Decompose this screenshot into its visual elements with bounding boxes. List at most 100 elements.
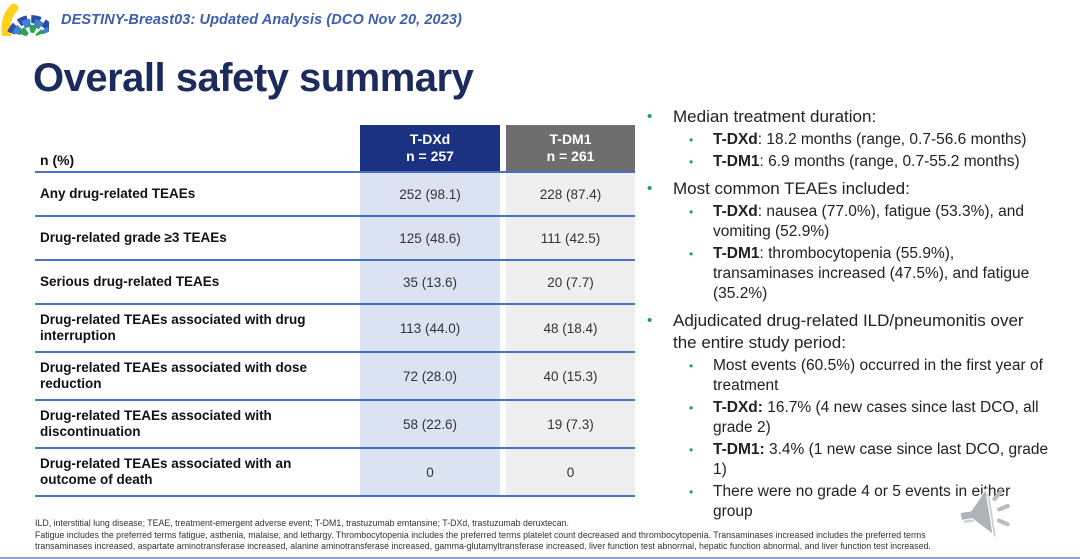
page-title: Overall safety summary <box>33 56 474 100</box>
column-header-tdm1-label: T-DM1 <box>549 131 592 147</box>
cell-tdm1-value: 20 (7.7) <box>547 274 594 290</box>
bullet-segment: Most events (60.5%) occurred in the firs… <box>713 357 1043 394</box>
table-row: Drug-related TEAEs associated with an ou… <box>35 449 635 497</box>
table-row: Any drug-related TEAEs 252 (98.1) 228 (87.… <box>35 173 635 217</box>
row-label-cell: Drug-related TEAEs associated with disco… <box>35 401 360 447</box>
bullet-segment: : nausea (77.0%), fatigue (53.3%), and v… <box>713 203 1025 240</box>
row-label-cell: Serious drug-related TEAEs <box>35 261 360 303</box>
column-gap <box>500 401 506 447</box>
cell-tdm1-value: 40 (15.3) <box>543 368 598 384</box>
bullet-text: T-DM1: thrombocytopenia (55.9%), transam… <box>713 244 1049 304</box>
bullet-segment: T-DM1 <box>713 153 760 170</box>
bullet-segment: T-DXd: <box>713 399 763 416</box>
bullet-segment: : 18.2 months (range, 0.7-56.6 months) <box>757 131 1027 148</box>
bullet-marker: • <box>647 108 653 125</box>
cell-tdxd-value: 113 (44.0) <box>399 320 461 336</box>
row-label: Drug-related TEAEs associated with dose … <box>40 360 308 391</box>
bullet-marker: • <box>689 401 694 415</box>
cell-tdxd: 58 (22.6) <box>360 401 500 447</box>
bullet-item: • T-DM1: 3.4% (1 new case since last DCO,… <box>645 440 1049 480</box>
cell-tdxd: 35 (13.6) <box>360 261 500 303</box>
table-corner-label: n (%) <box>40 152 75 168</box>
column-gap <box>500 353 506 399</box>
bullet-item: • There were no grade 4 or 5 events in ei… <box>645 482 1049 522</box>
bullet-text: T-DM1: 3.4% (1 new case since last DCO, … <box>713 440 1049 480</box>
bullet-segment: T-DM1 <box>713 245 760 262</box>
bullet-item: • Median treatment duration: <box>645 106 1049 128</box>
column-gap <box>500 125 506 171</box>
table-body: Any drug-related TEAEs 252 (98.1) 228 (87.… <box>35 173 635 497</box>
column-header-tdxd: T-DXd n = 257 <box>360 125 500 171</box>
column-gap <box>500 449 506 495</box>
bullet-segment: 3.4% (1 new case since last DCO, grade 1… <box>713 441 1049 478</box>
slide-bottom-rule <box>0 557 1080 559</box>
table-row: Drug-related TEAEs associated with disco… <box>35 401 635 449</box>
bullet-segment: : thrombocytopenia (55.9%), transaminase… <box>713 245 1030 302</box>
bullet-marker: • <box>689 485 694 499</box>
bullet-segment: There were no grade 4 or 5 events in eit… <box>713 483 1011 520</box>
cell-tdm1: 20 (7.7) <box>506 261 635 303</box>
cell-tdxd: 113 (44.0) <box>360 305 500 351</box>
column-gap <box>500 305 506 351</box>
bullet-text: Median treatment duration: <box>673 106 1049 128</box>
cell-tdxd-value: 0 <box>426 464 434 480</box>
cell-tdxd-value: 252 (98.1) <box>399 186 461 202</box>
bullet-text: T-DXd: nausea (77.0%), fatigue (53.3%), … <box>713 202 1049 242</box>
table-corner-cell: n (%) <box>35 125 360 171</box>
cell-tdxd: 125 (48.6) <box>360 217 500 259</box>
row-label-cell: Drug-related TEAEs associated with drug … <box>35 305 360 351</box>
bullet-segment: T-DXd <box>713 203 758 220</box>
cell-tdxd: 252 (98.1) <box>360 173 500 215</box>
bullet-item: • Most common TEAEs included: <box>645 178 1049 200</box>
column-header-tdxd-label: T-DXd <box>409 131 451 147</box>
cell-tdm1-value: 111 (42.5) <box>540 230 601 246</box>
cell-tdm1: 19 (7.3) <box>506 401 635 447</box>
row-label: Drug-related grade ≥3 TEAEs <box>40 230 227 245</box>
safety-table: n (%) T-DXd n = 257 T-DM1 n = 261 Any dr… <box>35 125 635 497</box>
cell-tdm1: 48 (18.4) <box>506 305 635 351</box>
bullet-text: Adjudicated drug-related ILD/pneumonitis… <box>673 310 1049 354</box>
cell-tdxd-value: 58 (22.6) <box>402 416 458 432</box>
bullet-item: • Adjudicated drug-related ILD/pneumoniti… <box>645 310 1049 354</box>
cell-tdxd-value: 125 (48.6) <box>399 230 461 246</box>
bullet-item: • T-DM1: thrombocytopenia (55.9%), transa… <box>645 244 1049 304</box>
bullet-marker: • <box>689 205 694 219</box>
cell-tdm1: 228 (87.4) <box>506 173 635 215</box>
row-label-cell: Drug-related TEAEs associated with an ou… <box>35 449 360 495</box>
row-label: Drug-related TEAEs associated with an ou… <box>40 456 292 487</box>
cell-tdm1-value: 228 (87.4) <box>539 186 602 202</box>
table-row: Drug-related grade ≥3 TEAEs 125 (48.6) 111… <box>35 217 635 261</box>
cell-tdxd: 72 (28.0) <box>360 353 500 399</box>
row-label: Serious drug-related TEAEs <box>40 274 220 289</box>
column-gap <box>500 173 506 215</box>
cell-tdm1: 40 (15.3) <box>506 353 635 399</box>
bullet-item: • T-DXd: 18.2 months (range, 0.7-56.6 mon… <box>645 130 1049 150</box>
row-label: Any drug-related TEAEs <box>40 186 196 201</box>
audio-speaker-icon[interactable] <box>951 481 1015 551</box>
table-row: Serious drug-related TEAEs 35 (13.6) 20 (7… <box>35 261 635 305</box>
row-label-cell: Drug-related grade ≥3 TEAEs <box>35 217 360 259</box>
cell-tdm1: 0 <box>506 449 635 495</box>
bullet-segment: T-DM1: <box>713 441 765 458</box>
bullet-segment: Median treatment duration: <box>673 107 877 126</box>
row-label-cell: Any drug-related TEAEs <box>35 173 360 215</box>
bullet-item: • T-DXd: nausea (77.0%), fatigue (53.3%),… <box>645 202 1049 242</box>
bullet-marker: • <box>647 312 653 329</box>
bullet-text: Most common TEAEs included: <box>673 178 1049 200</box>
bullet-item: • Most events (60.5%) occurred in the fir… <box>645 356 1049 396</box>
column-header-tdxd-n: n = 257 <box>406 148 454 164</box>
bullet-marker: • <box>689 133 694 147</box>
footnote-line: Fatigue includes the preferred terms fat… <box>35 529 926 540</box>
conference-logo-icon <box>1 3 49 36</box>
bullet-item: • T-DM1: 6.9 months (range, 0.7-55.2 mont… <box>645 152 1049 172</box>
cell-tdxd: 0 <box>360 449 500 495</box>
cell-tdm1-value: 48 (18.4) <box>543 320 598 336</box>
footnotes: ILD, interstitial lung disease; TEAE, tr… <box>35 518 1077 553</box>
bullet-marker: • <box>689 359 694 373</box>
cell-tdxd-value: 72 (28.0) <box>402 368 458 384</box>
table-row: Drug-related TEAEs associated with drug … <box>35 305 635 353</box>
bullet-marker: • <box>647 180 653 197</box>
row-label: Drug-related TEAEs associated with disco… <box>40 408 272 439</box>
table-row: Drug-related TEAEs associated with dose … <box>35 353 635 401</box>
